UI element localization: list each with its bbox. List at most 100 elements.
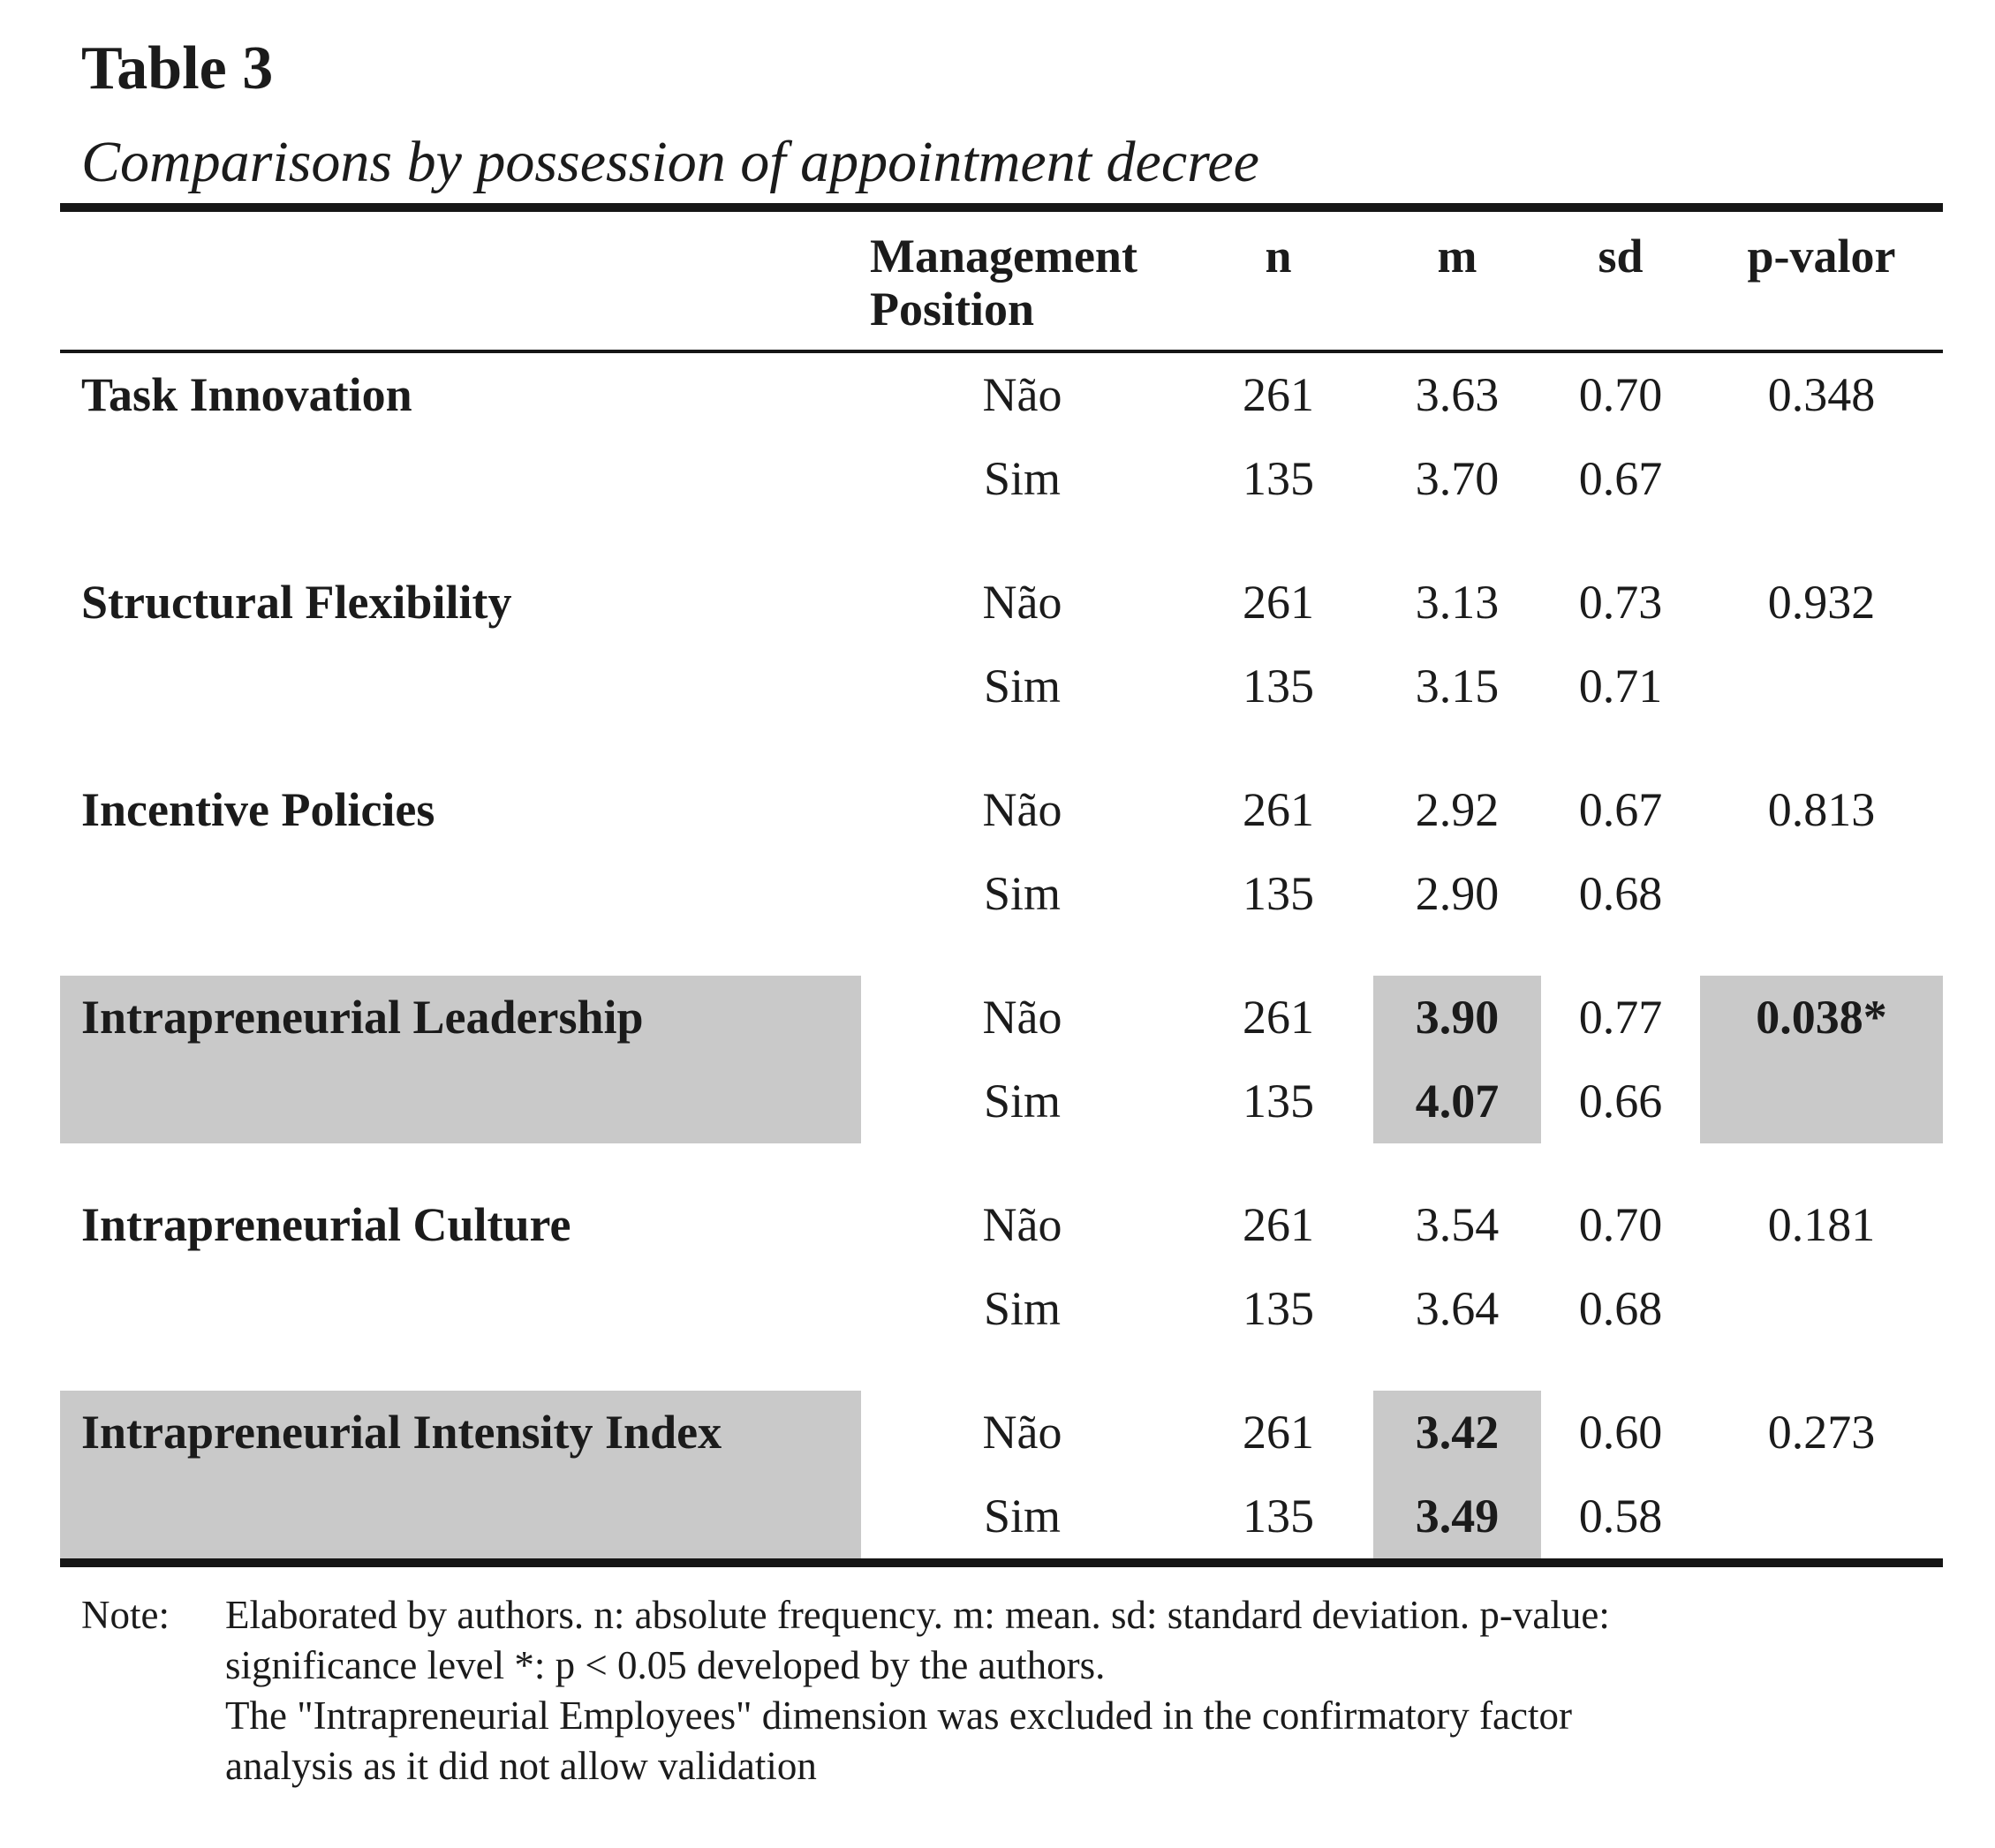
note-line: significance level *: p < 0.05 developed… bbox=[225, 1643, 1106, 1687]
cell-p-value: 0.348 bbox=[1767, 368, 1876, 421]
cell-p-value: 0.932 bbox=[1767, 576, 1876, 629]
cell-sd: 0.67 bbox=[1578, 783, 1663, 836]
table-row: Sim 135 3.70 0.67 bbox=[60, 437, 1943, 521]
cell-n: 135 bbox=[1243, 452, 1314, 505]
cell-n: 135 bbox=[1243, 1282, 1314, 1335]
group-incentive-policies: Incentive Policies Não 261 2.92 0.67 0.8… bbox=[60, 768, 1943, 936]
cell-position: Sim bbox=[983, 1282, 1062, 1335]
cell-m: 3.64 bbox=[1415, 1282, 1500, 1335]
cell-sd: 0.71 bbox=[1578, 660, 1663, 713]
group-intrapreneurial-leadership: Intrapreneurial Leadership Não 261 3.90 … bbox=[60, 976, 1943, 1143]
cell-sd: 0.66 bbox=[1578, 1075, 1663, 1128]
group-spacer bbox=[60, 1143, 1943, 1183]
cell-position: Não bbox=[982, 576, 1062, 629]
cell-m: 2.92 bbox=[1415, 783, 1500, 836]
cell-sd: 0.70 bbox=[1578, 368, 1663, 421]
group-task-innovation: Task Innovation Não 261 3.63 0.70 0.348 … bbox=[60, 351, 1943, 521]
cell-sd: 0.70 bbox=[1578, 1198, 1663, 1251]
table-row: Sim 135 4.07 0.66 bbox=[60, 1060, 1943, 1143]
cell-p-value-highlighted: 0.038* bbox=[1700, 976, 1943, 1143]
row-label: Intrapreneurial Culture bbox=[81, 1198, 571, 1251]
comparison-table: Management Position n m sd p-valor Task … bbox=[60, 203, 1943, 1567]
cell-n: 261 bbox=[1243, 783, 1314, 836]
header-sd: sd bbox=[1541, 207, 1700, 353]
cell-p-value: 0.813 bbox=[1767, 783, 1876, 836]
cell-m-highlighted: 3.42 bbox=[1373, 1391, 1541, 1475]
cell-n: 261 bbox=[1243, 1198, 1314, 1251]
table-row: Structural Flexibility Não 261 3.13 0.73… bbox=[60, 561, 1943, 645]
cell-m-highlighted: 3.90 bbox=[1373, 976, 1541, 1060]
cell-position: Não bbox=[982, 783, 1062, 836]
cell-m-highlighted: 3.49 bbox=[1373, 1475, 1541, 1563]
cell-position: Não bbox=[982, 368, 1062, 421]
row-label: Structural Flexibility bbox=[81, 576, 512, 629]
row-label-highlighted: Intrapreneurial Leadership bbox=[60, 976, 861, 1143]
cell-position: Sim bbox=[983, 452, 1062, 505]
cell-sd: 0.73 bbox=[1578, 576, 1663, 629]
cell-n: 135 bbox=[1243, 867, 1314, 920]
cell-m: 3.54 bbox=[1415, 1198, 1500, 1251]
cell-n: 135 bbox=[1243, 1490, 1314, 1543]
group-spacer bbox=[60, 728, 1943, 768]
table-note: Note: Elaborated by authors. n: absolute… bbox=[60, 1590, 1943, 1791]
header-n: n bbox=[1183, 207, 1373, 353]
note-line: The "Intrapreneurial Employees" dimensio… bbox=[225, 1693, 1572, 1738]
row-label: Incentive Policies bbox=[81, 783, 435, 836]
cell-position: Não bbox=[982, 1198, 1062, 1251]
header-dimension-empty bbox=[60, 207, 861, 353]
note-label: Note: bbox=[81, 1593, 170, 1637]
cell-sd: 0.58 bbox=[1578, 1490, 1663, 1543]
cell-m: 3.15 bbox=[1415, 660, 1500, 713]
table-row: Sim 135 3.49 0.58 bbox=[60, 1475, 1943, 1563]
cell-m: 3.63 bbox=[1415, 368, 1500, 421]
cell-sd: 0.67 bbox=[1578, 452, 1663, 505]
table-row: Incentive Policies Não 261 2.92 0.67 0.8… bbox=[60, 768, 1943, 852]
table-row: Task Innovation Não 261 3.63 0.70 0.348 bbox=[60, 351, 1943, 437]
cell-position: Sim bbox=[983, 1490, 1062, 1543]
header-management-position: Management Position bbox=[861, 207, 1183, 353]
cell-sd: 0.68 bbox=[1578, 1282, 1663, 1335]
table-subtitle: Comparisons by possession of appointment… bbox=[81, 130, 1259, 194]
cell-n: 135 bbox=[1243, 1075, 1314, 1128]
cell-sd: 0.68 bbox=[1578, 867, 1663, 920]
table-row: Intrapreneurial Intensity Index Não 261 … bbox=[60, 1391, 1943, 1563]
row-label-highlighted: Intrapreneurial Intensity Index bbox=[60, 1391, 861, 1563]
cell-position: Sim bbox=[983, 867, 1062, 920]
table-row: Intrapreneurial Leadership Não 261 3.90 … bbox=[60, 976, 1943, 1143]
table-row: Intrapreneurial Culture Não 261 3.54 0.7… bbox=[60, 1183, 1943, 1267]
cell-n: 261 bbox=[1243, 1406, 1314, 1459]
cell-sd: 0.77 bbox=[1578, 991, 1663, 1044]
group-structural-flexibility: Structural Flexibility Não 261 3.13 0.73… bbox=[60, 561, 1943, 728]
cell-m: 2.90 bbox=[1415, 867, 1500, 920]
header-m: m bbox=[1373, 207, 1541, 353]
group-spacer bbox=[60, 521, 1943, 561]
cell-n: 261 bbox=[1243, 368, 1314, 421]
cell-m: 3.13 bbox=[1415, 576, 1500, 629]
table-header: Management Position n m sd p-valor bbox=[60, 207, 1943, 353]
header-p-valor: p-valor bbox=[1700, 207, 1943, 353]
group-spacer bbox=[60, 1351, 1943, 1391]
cell-sd: 0.60 bbox=[1578, 1406, 1663, 1459]
cell-position: Sim bbox=[983, 660, 1062, 713]
table-row: Sim 135 3.64 0.68 bbox=[60, 1267, 1943, 1351]
cell-p-value: 0.181 bbox=[1767, 1198, 1876, 1251]
table-row: Sim 135 2.90 0.68 bbox=[60, 852, 1943, 936]
cell-p-value: 0.273 bbox=[1767, 1406, 1876, 1459]
group-intrapreneurial-culture: Intrapreneurial Culture Não 261 3.54 0.7… bbox=[60, 1183, 1943, 1351]
cell-n: 135 bbox=[1243, 660, 1314, 713]
cell-m: 3.70 bbox=[1415, 452, 1500, 505]
table-row: Sim 135 3.15 0.71 bbox=[60, 645, 1943, 728]
group-spacer bbox=[60, 936, 1943, 976]
note-line: Elaborated by authors. n: absolute frequ… bbox=[225, 1593, 1610, 1637]
paper-page: Table 3 Comparisons by possession of app… bbox=[60, 34, 1943, 1791]
row-label: Task Innovation bbox=[81, 368, 412, 421]
note-line: analysis as it did not allow validation bbox=[225, 1744, 817, 1788]
cell-position: Não bbox=[982, 1406, 1062, 1459]
cell-n: 261 bbox=[1243, 991, 1314, 1044]
table-title: Table 3 bbox=[81, 34, 274, 102]
cell-m-highlighted: 4.07 bbox=[1373, 1060, 1541, 1143]
header-row: Management Position n m sd p-valor bbox=[60, 207, 1943, 353]
cell-position: Sim bbox=[983, 1075, 1062, 1128]
cell-position: Não bbox=[982, 991, 1062, 1044]
note-text: Elaborated by authors. n: absolute frequ… bbox=[225, 1590, 1943, 1791]
